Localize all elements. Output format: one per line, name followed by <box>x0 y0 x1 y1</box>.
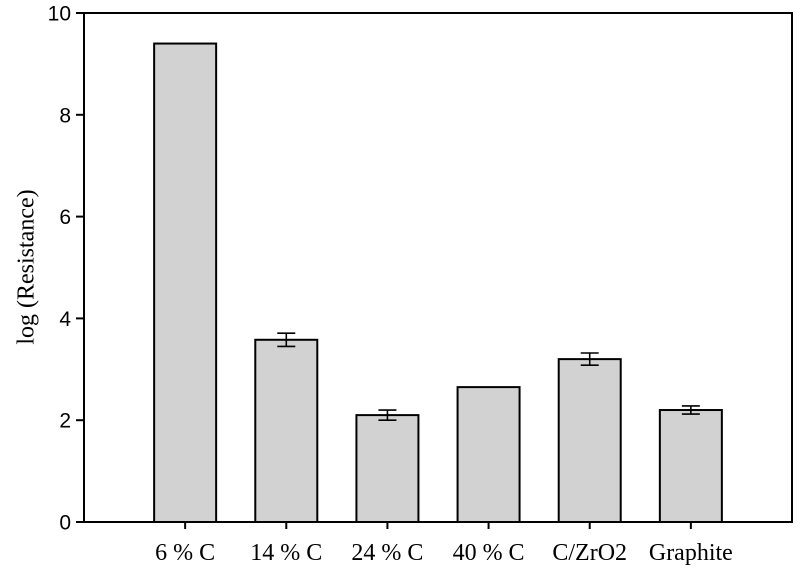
y-tick-label: 2 <box>59 410 71 433</box>
y-tick-label: 10 <box>48 3 71 26</box>
y-axis-title: log (Resistance) <box>13 189 40 345</box>
bar <box>254 338 319 524</box>
x-tick-label: Graphite <box>649 540 733 566</box>
y-tick-label: 0 <box>59 512 71 535</box>
y-tick-label: 4 <box>59 308 71 331</box>
bar <box>355 414 420 523</box>
bar <box>456 386 521 523</box>
y-tick-label: 8 <box>59 104 71 127</box>
y-tick-label: 6 <box>59 206 71 229</box>
bar <box>658 409 723 523</box>
x-tick-label: 14 % C <box>250 540 322 566</box>
bar <box>153 42 218 523</box>
bar <box>557 358 622 523</box>
x-tick-label: 40 % C <box>453 540 525 566</box>
x-tick-label: 6 % C <box>155 540 215 566</box>
x-tick-label: 24 % C <box>351 540 423 566</box>
x-tick-label: C/ZrO2 <box>552 540 627 566</box>
